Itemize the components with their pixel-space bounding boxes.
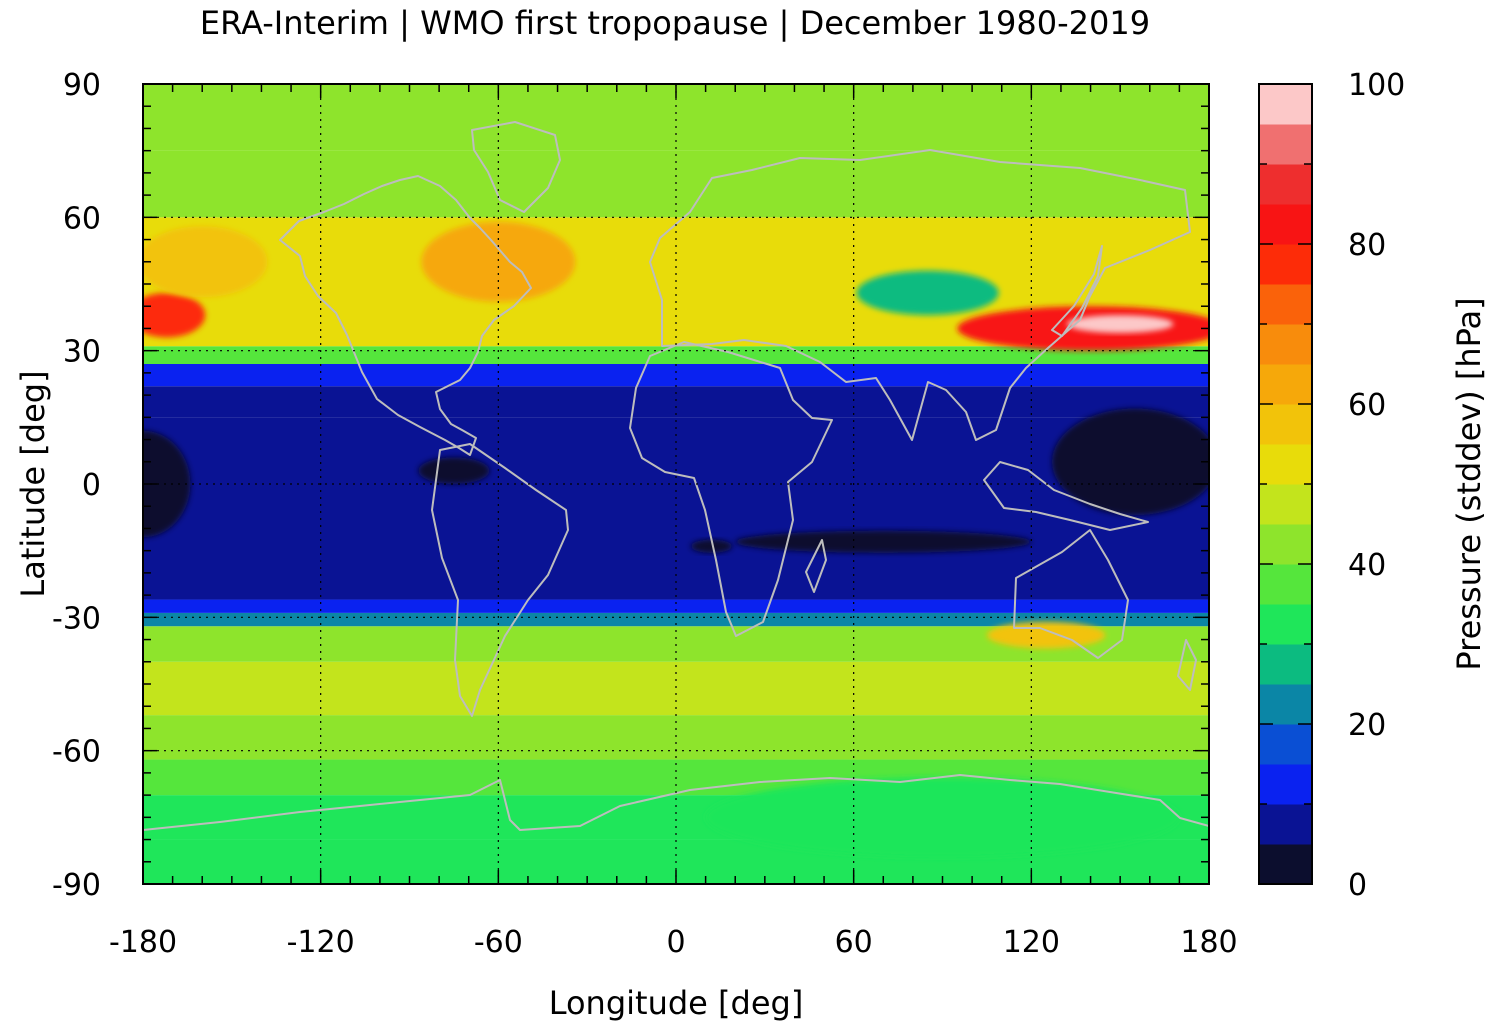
pressure-band [143,599,1209,613]
colorbar-tick-label: 80 [1348,228,1386,263]
colorbar-swatch [1259,444,1312,485]
coastline-south-america [431,443,569,717]
pressure-band [143,386,1209,418]
y-tick-label: 90 [63,68,101,103]
colorbar-tick-label: 0 [1348,868,1367,903]
colorbar-swatch [1259,844,1312,885]
x-tick-label: 120 [1003,925,1060,960]
y-tick-label: 0 [82,468,101,503]
y-tick-label: 30 [63,335,101,370]
colorbar-swatch [1259,684,1312,725]
coastline-madagascar [805,539,827,593]
colorbar-swatch [1259,364,1312,405]
colorbar: 0 20 40 60 80 100 Pressure (stddev) [hPa] [1258,68,1488,903]
colorbar-swatch [1259,84,1312,125]
pressure-feature [986,621,1106,649]
colorbar-swatch [1259,724,1312,765]
y-tick-label: -90 [52,868,101,903]
pressure-feature [690,539,733,553]
coastline-maritime-asia [983,461,1149,531]
pressure-band [143,217,1209,284]
coastline-greenland [471,121,561,213]
pressure-band [143,661,1209,716]
x-tick-label: 0 [666,925,685,960]
y-tick-label: 60 [63,201,101,236]
grid-lines [143,84,1209,884]
chart-title: ERA-Interim | WMO first tropopause | Dec… [200,4,1150,42]
y-tick-label: -60 [52,735,101,770]
coastline-eurasia [649,149,1191,441]
colorbar-ticks [1259,83,1312,885]
colorbar-swatch [1259,804,1312,845]
colorbar-swatch [1259,404,1312,445]
coastline-north-america [279,175,532,456]
axis-ticks [142,83,1210,885]
coastline-japan [1051,245,1103,337]
colorbar-swatch [1259,324,1312,365]
pressure-band [143,364,1209,387]
coastlines [143,121,1209,831]
pressure-feature [418,457,490,484]
y-axis-label: Latitude [deg] [14,370,52,597]
coastline-new-zealand [1177,639,1197,691]
colorbar-swatch [1259,204,1312,245]
colorbar-swatch [1259,124,1312,165]
colorbar-tick-label: 100 [1348,68,1405,103]
x-tick-label: -180 [109,925,177,960]
y-tick-labels: 90 60 30 0 -30 -60 -90 [52,68,101,903]
colorbar-tick-label: 40 [1348,548,1386,583]
coastline-australia [1013,529,1129,659]
colorbar-swatch [1259,764,1312,805]
coastline-antarctica [143,774,1209,831]
colorbar-swatch [1259,524,1312,565]
colorbar-tick-labels: 0 20 40 60 80 100 [1348,68,1405,903]
pressure-feature [705,777,1180,858]
colorbar-tick-label: 60 [1348,388,1386,423]
colorbar-swatch [1259,604,1312,645]
colorbar-swatch [1259,484,1312,525]
colorbar-swatches [1259,84,1312,885]
pressure-feature [856,270,999,316]
pressure-feature [143,292,206,338]
colorbar-swatch [1259,644,1312,685]
x-tick-label: -60 [474,925,523,960]
colorbar-label: Pressure (stddev) [hPa] [1450,297,1488,670]
y-tick-label: -30 [52,601,101,636]
x-axis-label: Longitude [deg] [549,984,804,1022]
x-tick-label: 60 [835,925,873,960]
pressure-band [143,417,1209,600]
colorbar-swatch [1259,284,1312,325]
x-tick-label: -120 [287,925,355,960]
pressure-feature [143,430,191,538]
colorbar-swatch [1259,244,1312,285]
pressure-feature [1052,408,1209,516]
x-tick-labels: -180 -120 -60 0 60 120 180 [109,925,1238,960]
pressure-feature [1066,315,1174,333]
colorbar-swatch [1259,164,1312,205]
pressure-feature [421,221,576,302]
pressure-feature [143,226,268,298]
colorbar-swatch [1259,564,1312,605]
x-tick-label: 180 [1180,925,1237,960]
pressure-feature [735,530,1032,553]
colorbar-tick-label: 20 [1348,708,1386,743]
coastline-africa [629,341,833,637]
pressure-band [143,612,1209,627]
